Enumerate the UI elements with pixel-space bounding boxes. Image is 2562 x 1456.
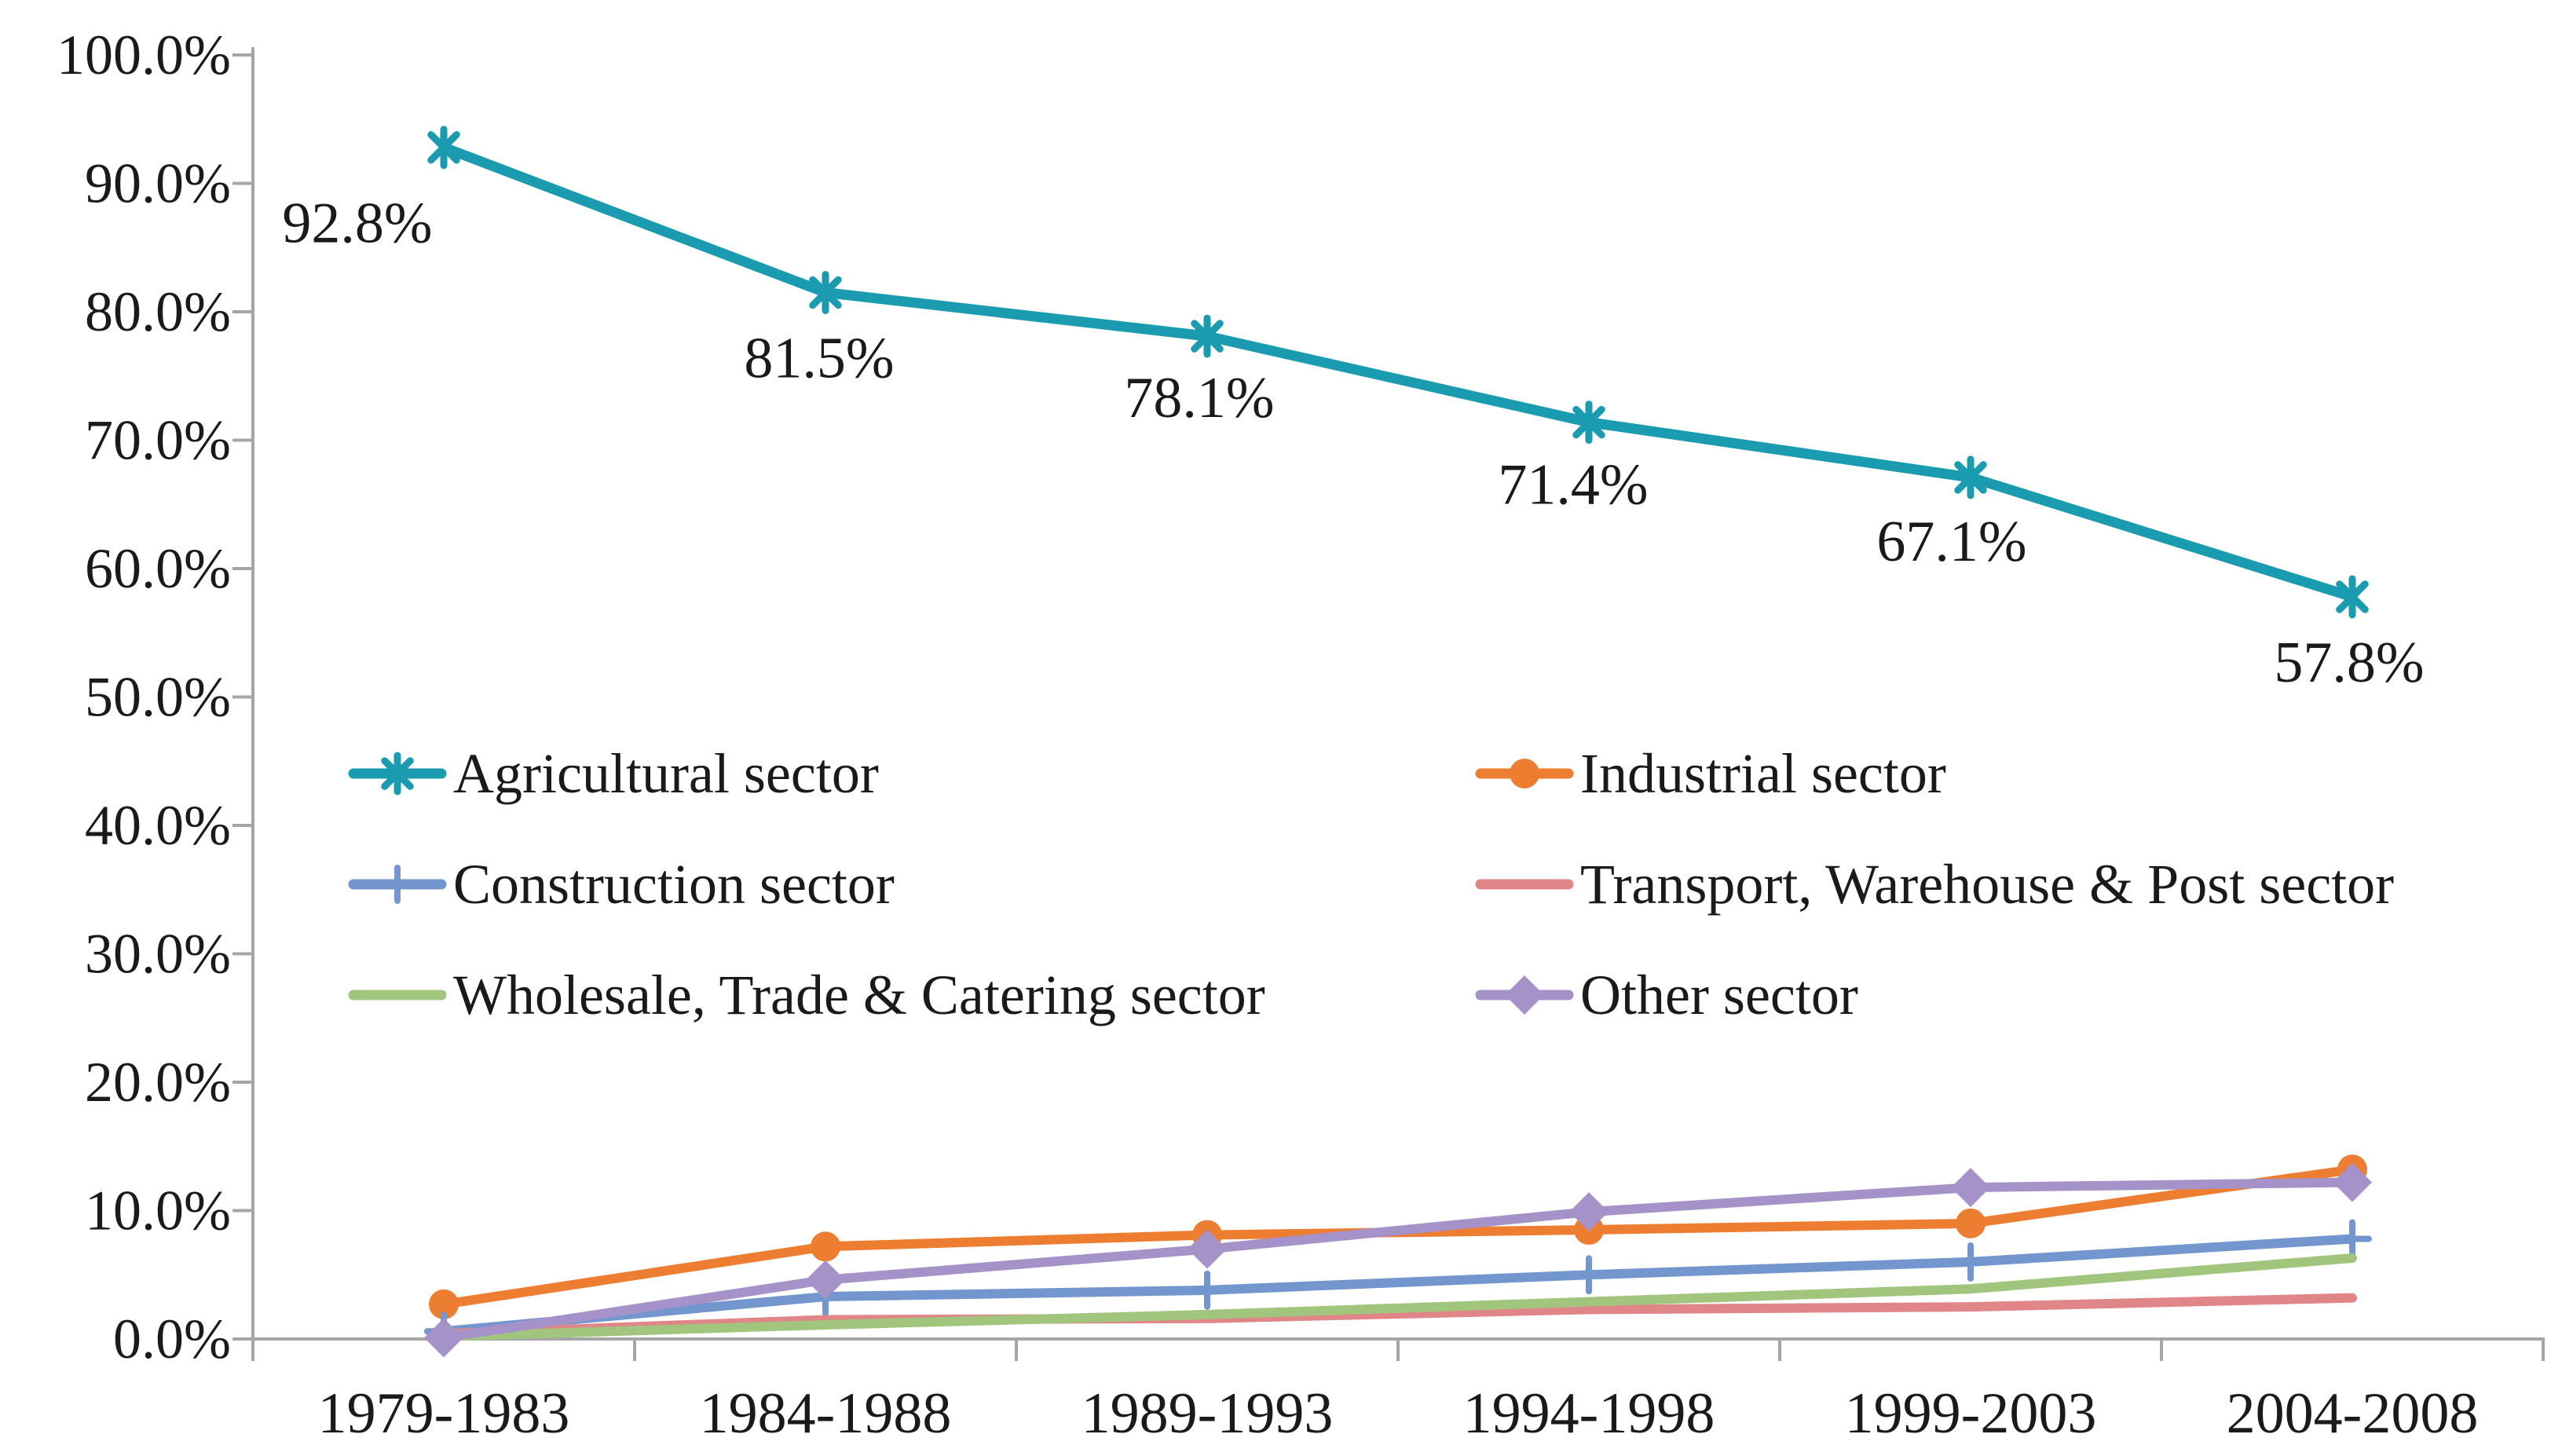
legend-swatch-marker-construction-sector	[378, 865, 417, 904]
legend-item-industrial-sector: Industrial sector	[1475, 742, 1946, 805]
x-axis-tick-label: 1979-1983	[318, 1381, 570, 1446]
legend: Agricultural sector Industrial sector Cons…	[348, 742, 2394, 1026]
x-axis-tick-label: 2004-2008	[2227, 1381, 2479, 1446]
series-agricultural-sector: 92.8% 81.5% 78.1% 71.4% 67.1% 57.8%	[282, 126, 2425, 695]
series-marker-construction-sector	[1951, 1242, 1990, 1282]
series-marker-agricultural-sector	[2336, 575, 2369, 619]
data-label-agricultural-sector: 67.1%	[1876, 510, 2026, 574]
series-line-other-sector	[439, 1177, 2357, 1343]
x-axis-tick-label: 1984-1988	[700, 1381, 952, 1446]
data-label-agricultural-sector: 81.5%	[744, 326, 894, 390]
series-wholesale-trade-catering-sector	[439, 1253, 2357, 1341]
legend-swatch-marker-other-sector	[1505, 975, 1544, 1015]
legend-label-other-sector: Other sector	[1580, 964, 1858, 1026]
series-marker-agricultural-sector	[1954, 455, 1987, 499]
series-marker-construction-sector	[1188, 1270, 1227, 1310]
series-marker-construction-sector	[1569, 1255, 1609, 1295]
series-marker-industrial-sector	[1956, 1208, 1986, 1238]
series-marker-industrial-sector	[429, 1289, 459, 1319]
legend-item-transport-warehouse-post-sector: Transport, Warehouse & Post sector	[1475, 853, 2394, 916]
legend-label-construction-sector: Construction sector	[453, 853, 895, 916]
y-axis-tick-label: 10.0%	[85, 1180, 231, 1242]
series-marker-industrial-sector	[811, 1231, 840, 1262]
legend-label-industrial-sector: Industrial sector	[1580, 742, 1946, 805]
legend-label-wholesale-trade-catering-sector: Wholesale, Trade & Catering sector	[453, 964, 1265, 1026]
series-marker-other-sector	[1569, 1192, 1609, 1232]
y-axis-tick-label: 50.0%	[85, 666, 231, 729]
series-line-construction-sector	[439, 1234, 2357, 1337]
x-axis-tick-label: 1999-2003	[1845, 1381, 2097, 1446]
legend-item-wholesale-trade-catering-sector: Wholesale, Trade & Catering sector	[348, 964, 1265, 1026]
axes: 0.0% 10.0% 20.0% 30.0% 40.0% 50.0% 60.0% 70.0% 8…	[57, 24, 2545, 1446]
series-marker-agricultural-sector	[809, 270, 842, 314]
series-line-wholesale-trade-catering-sector	[439, 1253, 2357, 1341]
x-axis-tick-label: 1989-1993	[1082, 1381, 1334, 1446]
series-marker-other-sector	[1188, 1229, 1227, 1269]
series-marker-other-sector	[2333, 1162, 2372, 1202]
series-marker-agricultural-sector	[1572, 401, 1605, 444]
series-other-sector	[424, 1162, 2372, 1358]
x-axis-tick-label: 1994-1998	[1463, 1381, 1715, 1446]
series-marker-other-sector	[806, 1260, 845, 1300]
data-label-agricultural-sector: 78.1%	[1124, 366, 1274, 430]
legend-item-construction-sector: Construction sector	[348, 853, 895, 916]
y-axis-tick-label: 90.0%	[85, 152, 231, 215]
series-line-agricultural-sector	[438, 142, 2358, 602]
legend-item-other-sector: Other sector	[1475, 964, 1858, 1026]
data-label-agricultural-sector: 71.4%	[1498, 453, 1648, 518]
legend-label-agricultural-sector: Agricultural sector	[453, 742, 879, 805]
series-marker-other-sector	[424, 1318, 463, 1358]
legend-swatch-marker-industrial-sector	[1510, 759, 1539, 788]
y-axis-tick-label: 60.0%	[85, 537, 231, 600]
series-marker-construction-sector	[2333, 1219, 2372, 1259]
data-label-agricultural-sector: 57.8%	[2274, 631, 2424, 695]
y-axis-tick-label: 30.0%	[85, 923, 231, 986]
series-marker-other-sector	[1951, 1168, 1990, 1208]
y-axis-tick-label: 100.0%	[57, 24, 231, 86]
series-marker-agricultural-sector	[427, 126, 460, 170]
data-label-agricultural-sector: 92.8%	[282, 192, 432, 256]
y-axis-tick-label: 70.0%	[85, 409, 231, 472]
legend-item-agricultural-sector: Agricultural sector	[348, 742, 879, 805]
y-axis-tick-label: 40.0%	[85, 794, 231, 857]
y-axis-tick-label: 20.0%	[85, 1051, 231, 1114]
legend-swatch-marker-agricultural-sector	[381, 752, 414, 796]
legend-label-transport-warehouse-post-sector: Transport, Warehouse & Post sector	[1580, 853, 2394, 916]
y-axis-tick-label: 80.0%	[85, 280, 231, 343]
y-axis-tick-label: 0.0%	[113, 1308, 231, 1370]
series-marker-agricultural-sector	[1191, 314, 1224, 358]
